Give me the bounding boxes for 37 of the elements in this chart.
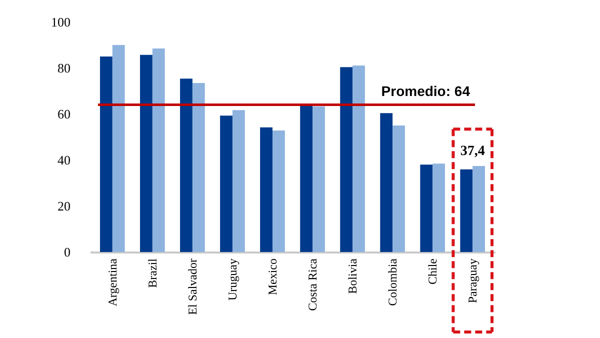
x-tick-label: El Salvador (185, 258, 200, 315)
bar (180, 78, 192, 252)
bar (392, 126, 405, 252)
bar (420, 164, 433, 252)
x-tick-label: Mexico (265, 258, 280, 296)
x-tick-label: Uruguay (225, 258, 240, 300)
bar (340, 67, 353, 252)
y-tick-label: 60 (58, 106, 70, 122)
y-tick-label: 80 (58, 60, 70, 76)
y-tick-label: 0 (64, 244, 70, 260)
x-tick-label: Paraguay (466, 258, 480, 304)
bar (272, 130, 285, 252)
annotation: 37,4 (460, 144, 485, 159)
x-tick-label: Bolivia (346, 258, 360, 294)
x-tick-label: Chile (426, 258, 440, 284)
bar (152, 48, 165, 252)
x-tick-label: Argentina (105, 258, 120, 306)
y-tick-label: 100 (51, 14, 70, 30)
bar (460, 169, 473, 252)
bar (312, 106, 325, 252)
ref-line-label: Promedio: 64 (381, 82, 470, 99)
bar (192, 82, 205, 252)
x-tick-label: Colombia (386, 258, 400, 306)
y-tick-label: 40 (58, 152, 70, 168)
x-tick-label: Costa Rica (306, 258, 320, 311)
bar (112, 45, 125, 252)
bar (220, 116, 232, 252)
x-tick-label: Brazil (145, 258, 160, 288)
bar (352, 65, 365, 252)
bar (100, 56, 112, 252)
bar (260, 127, 272, 252)
bar (432, 164, 445, 252)
bar (380, 113, 393, 252)
bar (140, 54, 152, 252)
bar (472, 166, 485, 252)
y-tick-label: 20 (58, 198, 70, 214)
bar (232, 110, 245, 252)
